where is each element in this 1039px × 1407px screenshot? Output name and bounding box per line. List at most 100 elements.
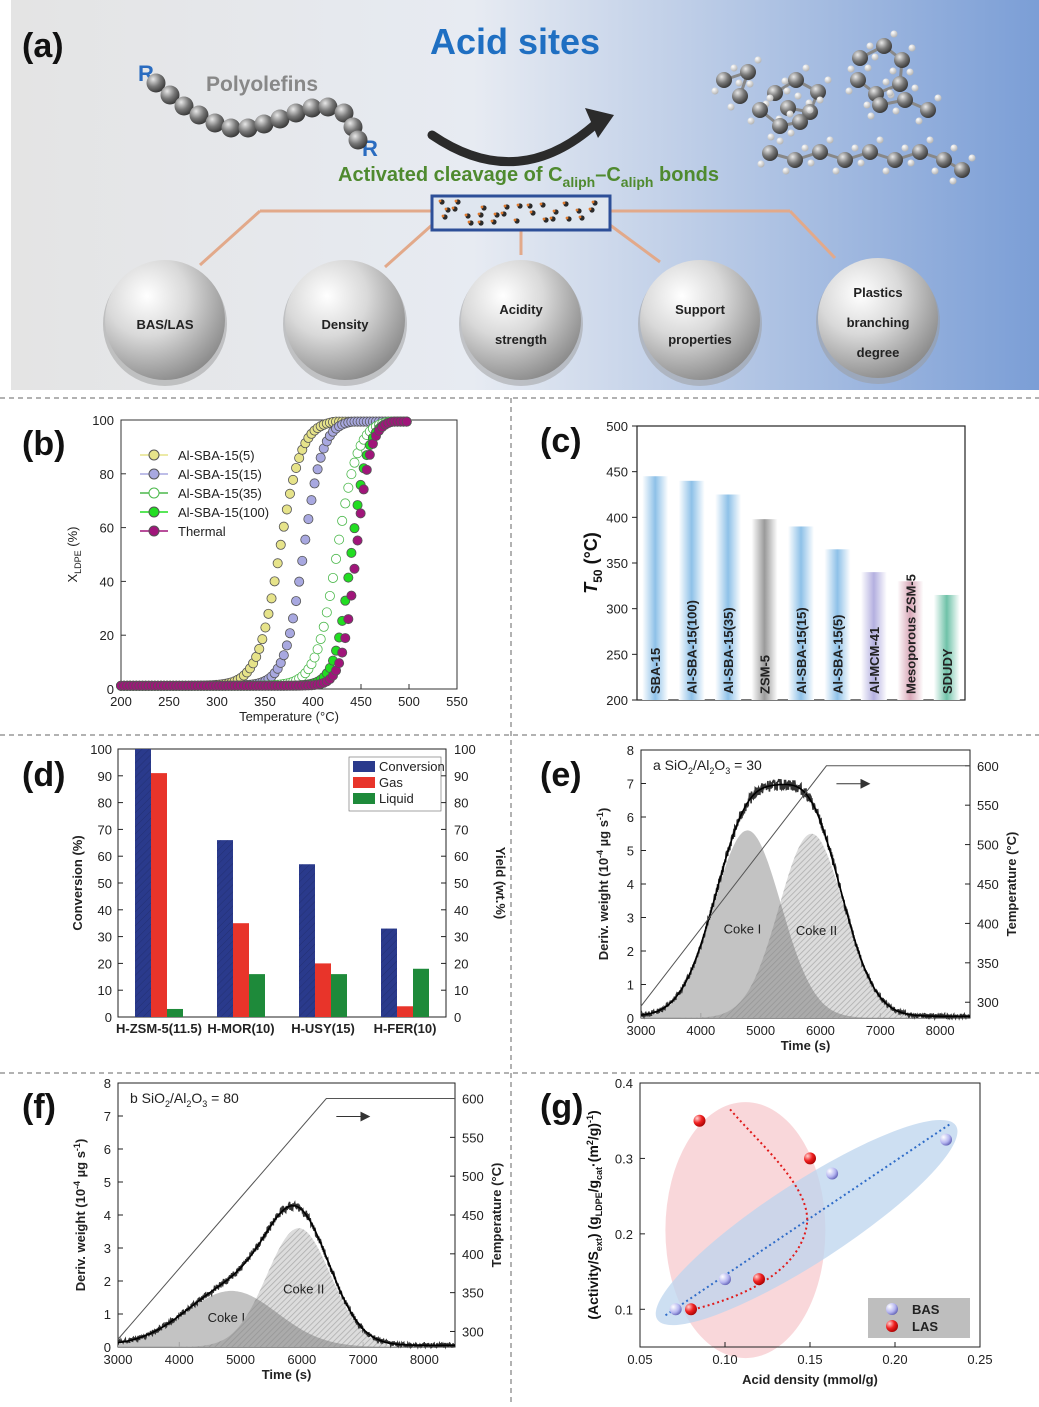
y2-tick-label: 50 bbox=[454, 876, 468, 891]
y-axis-label-close: ) bbox=[73, 1139, 88, 1143]
data-point bbox=[401, 416, 412, 427]
y2-tick-label: 30 bbox=[454, 930, 468, 945]
factor-circle: Support properties bbox=[638, 260, 762, 386]
panel-d-letter: (d) bbox=[22, 756, 65, 794]
panel-a: (a) Acid sites Polyolefins R R Activated… bbox=[11, 0, 1039, 390]
y-tick-label: 60 bbox=[100, 521, 114, 536]
y2-tick-label: 60 bbox=[454, 849, 468, 864]
series-points bbox=[116, 416, 412, 691]
bar-hatch bbox=[135, 749, 151, 1017]
x-tick-label: 8000 bbox=[926, 1023, 955, 1038]
acid-site-dot-icon bbox=[503, 204, 507, 208]
bar-category-label: Al-SBA-15(100) bbox=[685, 600, 700, 694]
acid-site-dot-icon bbox=[480, 205, 484, 209]
annotation-sub: 3 bbox=[202, 1099, 207, 1109]
data-point bbox=[343, 572, 354, 583]
hydrogen-atom-icon bbox=[781, 77, 789, 85]
carbon-atom-icon bbox=[788, 72, 804, 88]
data-point bbox=[719, 1273, 731, 1286]
chain-atom-icon bbox=[174, 96, 194, 116]
data-point bbox=[352, 500, 363, 511]
y-tick-label: 0.2 bbox=[615, 1227, 633, 1242]
bar bbox=[642, 476, 669, 700]
y-tick-label: 400 bbox=[606, 510, 628, 525]
panel-letter: (f) bbox=[22, 1088, 56, 1126]
acid-site-dot-icon bbox=[477, 212, 481, 216]
y-axis-label: XLDPE (%) bbox=[65, 526, 83, 582]
data-point bbox=[257, 634, 268, 645]
legend-marker bbox=[148, 525, 160, 537]
data-point bbox=[343, 614, 354, 625]
acid-site-dot-icon bbox=[467, 220, 471, 224]
y-tick-label: 60 bbox=[98, 849, 112, 864]
hydrogen-atom-icon bbox=[886, 89, 894, 97]
data-point bbox=[340, 498, 351, 509]
data-point bbox=[693, 1114, 706, 1127]
y-axis-label-part: ) (g bbox=[585, 1216, 601, 1238]
y-axis-label-part: cat bbox=[594, 1167, 604, 1180]
data-point bbox=[294, 576, 305, 587]
factor-label: Acidity bbox=[499, 302, 543, 317]
bar-category-label: Al-SBA-15(5) bbox=[830, 615, 845, 694]
bar bbox=[788, 526, 814, 700]
y-tick-label: 2 bbox=[627, 944, 634, 959]
data-point bbox=[291, 462, 302, 473]
acid-site-dot-icon bbox=[575, 208, 579, 212]
panel-g-letter: (g) bbox=[540, 1088, 583, 1126]
factor-label: branching bbox=[847, 315, 910, 330]
polyolefins-label: Polyolefins bbox=[206, 73, 318, 96]
carbon-atom-icon bbox=[772, 118, 788, 134]
hydrogen-atom-icon bbox=[857, 159, 865, 167]
y2-tick-label: 400 bbox=[462, 1247, 484, 1262]
hydrogen-atom-icon bbox=[787, 129, 795, 137]
carbon-atom-icon bbox=[954, 162, 970, 178]
y-axis-label-unit: (%) bbox=[65, 526, 80, 550]
data-point bbox=[288, 474, 299, 485]
data-point bbox=[309, 652, 320, 663]
composition-annotation: a SiO2/Al2O3 = 30 bbox=[653, 757, 762, 776]
y2-tick-label: 350 bbox=[462, 1286, 484, 1301]
y2-tick-label: 400 bbox=[977, 916, 999, 931]
hydrogen-atom-icon bbox=[906, 68, 914, 76]
hydrogen-atom-icon bbox=[934, 94, 942, 102]
factor-label: Plastics bbox=[853, 285, 902, 300]
factor-circle: Density bbox=[283, 260, 407, 386]
x-tick-label: 0.10 bbox=[712, 1352, 737, 1367]
y2-tick-label: 100 bbox=[454, 742, 476, 757]
y-tick-label: 20 bbox=[98, 956, 112, 971]
x-tick-label: 0.25 bbox=[967, 1352, 992, 1367]
hydrogen-atom-icon bbox=[757, 160, 765, 168]
reaction-arrow-icon bbox=[427, 115, 605, 167]
carbon-atom-icon bbox=[762, 145, 778, 161]
y-tick-label: 80 bbox=[100, 467, 114, 482]
y-axis-label: T50 (°C) bbox=[581, 532, 605, 594]
peak-label: Coke II bbox=[796, 923, 837, 938]
factor-circle: Acidity strength bbox=[459, 260, 583, 386]
data-point bbox=[278, 650, 289, 661]
x-tick-label: 6000 bbox=[806, 1023, 835, 1038]
annotation-sub: 3 bbox=[725, 766, 730, 776]
bas-region bbox=[655, 1119, 958, 1326]
y-axis-label-part: ) bbox=[585, 1110, 601, 1115]
bar-category-label: Al-SBA-15(35) bbox=[721, 607, 736, 694]
y-tick-label: 10 bbox=[98, 983, 112, 998]
legend-label: Conversion bbox=[379, 759, 445, 774]
y-axis-label: Deriv. weight (10-4 µg s-1) bbox=[595, 808, 611, 961]
annotation-part: = 30 bbox=[730, 757, 762, 773]
factor-circle-ball-icon bbox=[285, 260, 405, 380]
y-tick-label: 40 bbox=[100, 574, 114, 589]
data-point bbox=[358, 484, 369, 495]
hydrogen-atom-icon bbox=[794, 92, 802, 100]
carbon-atom-icon bbox=[810, 84, 826, 100]
y-tick-label: 100 bbox=[92, 413, 114, 428]
carbon-atom-icon bbox=[876, 38, 892, 54]
fitted-curve bbox=[117, 1204, 455, 1347]
chain-atom-icon bbox=[270, 109, 290, 129]
data-point bbox=[254, 643, 265, 654]
panel-letter: (e) bbox=[540, 756, 582, 794]
data-point bbox=[315, 634, 326, 645]
carbon-atom-icon bbox=[787, 152, 803, 168]
y2-tick-label: 450 bbox=[977, 877, 999, 892]
y-axis-label-part: 2 bbox=[585, 1140, 595, 1145]
